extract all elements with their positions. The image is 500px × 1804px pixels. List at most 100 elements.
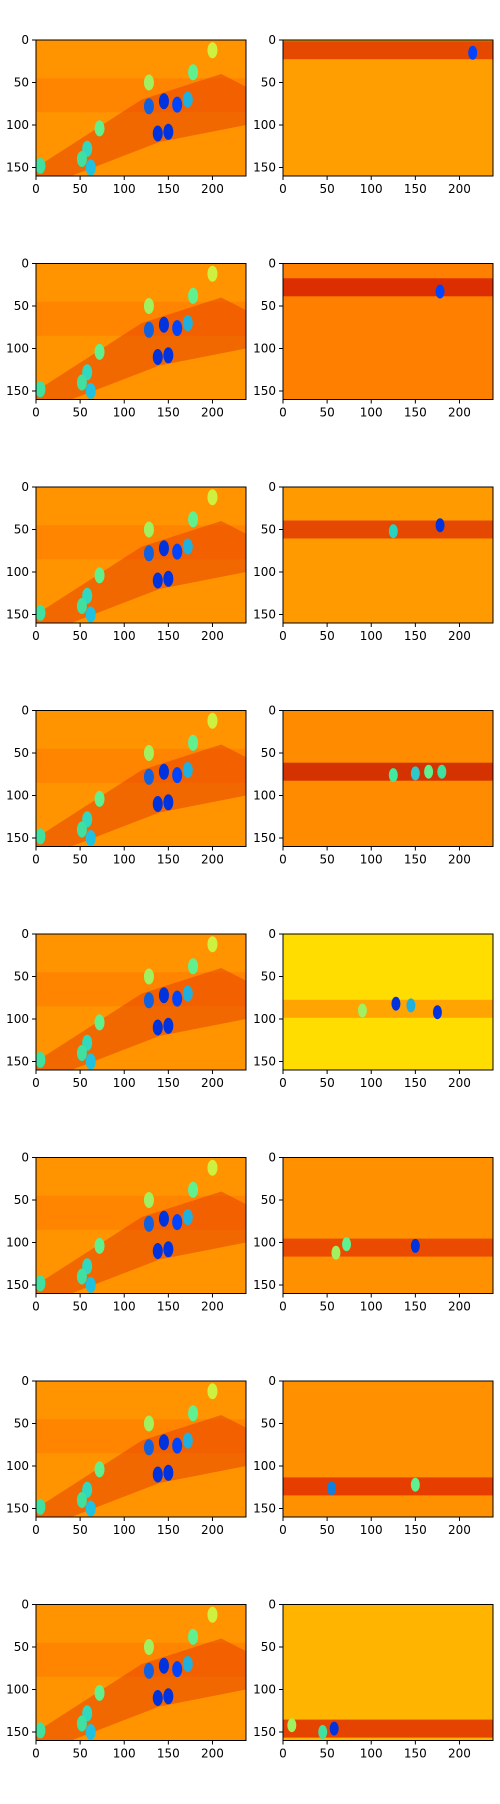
y-tick-label: 50 <box>14 299 29 313</box>
y-tick-label: 0 <box>268 1374 276 1388</box>
x-tick-label: 50 <box>319 182 334 196</box>
x-tick-label: 50 <box>72 1523 87 1537</box>
x-tick-label: 150 <box>404 1747 427 1761</box>
x-tick-label: 150 <box>157 182 180 196</box>
heatmap-blob <box>207 1383 217 1399</box>
x-tick-label: 50 <box>72 1747 87 1761</box>
heatmap-blob <box>86 830 96 846</box>
heatmap-band <box>283 1477 493 1495</box>
heatmap-blob <box>144 992 154 1008</box>
heatmap-blob <box>163 1241 173 1257</box>
heatmap-band <box>283 278 493 296</box>
x-tick-label: 100 <box>113 853 136 867</box>
x-tick-label: 100 <box>360 853 383 867</box>
x-tick-label: 100 <box>113 182 136 196</box>
y-tick-label: 100 <box>6 1236 29 1250</box>
heatmap-blob <box>172 1438 182 1454</box>
panel-r4-c2: 0 50 100 150 200 0 50 100 150 <box>253 704 493 867</box>
heatmap-blob <box>144 98 154 114</box>
heatmap-blob <box>207 936 217 952</box>
panel-r5-c2: 0 50 100 150 200050100150 <box>253 927 493 1090</box>
x-tick-label: 0 <box>279 182 287 196</box>
heatmap-blob <box>144 545 154 561</box>
x-tick-label: 100 <box>360 629 383 643</box>
y-tick-label: 0 <box>21 33 29 47</box>
heatmap-blob <box>163 1018 173 1034</box>
y-tick-label: 100 <box>253 342 276 356</box>
heatmap-band <box>283 41 493 59</box>
heatmap-blob <box>183 1209 193 1225</box>
y-tick-label: 50 <box>14 523 29 537</box>
y-tick-label: 0 <box>21 927 29 941</box>
heatmap-blob <box>159 317 169 333</box>
y-tick-label: 50 <box>261 76 276 90</box>
heatmap-blob <box>163 124 173 140</box>
x-tick-label: 200 <box>201 182 224 196</box>
heatmap-blob <box>188 1182 198 1198</box>
y-tick-label: 50 <box>261 970 276 984</box>
heatmap-blob <box>188 1629 198 1645</box>
x-tick-label: 200 <box>448 182 471 196</box>
x-tick-label: 150 <box>157 1747 180 1761</box>
x-tick-label: 100 <box>360 182 383 196</box>
x-tick-label: 50 <box>72 853 87 867</box>
x-tick-label: 0 <box>279 629 287 643</box>
x-tick-label: 50 <box>319 853 334 867</box>
y-tick-label: 150 <box>6 831 29 845</box>
x-tick-label: 150 <box>157 1300 180 1314</box>
heatmap-blob <box>86 160 96 176</box>
panel-r4-c1: 0 50 100 150 200050100150 <box>6 704 246 867</box>
heatmap-blob <box>144 769 154 785</box>
heatmap-blob <box>77 1716 87 1732</box>
y-tick-label: 150 <box>6 608 29 622</box>
heatmap-blob <box>188 64 198 80</box>
heatmap-blob <box>153 126 163 142</box>
heatmap-blob <box>183 986 193 1002</box>
heatmap-hotspot <box>327 1481 336 1495</box>
heatmap-hotspot <box>437 765 446 779</box>
heatmap-image <box>35 1605 246 1741</box>
x-tick-label: 200 <box>448 853 471 867</box>
heatmap-hotspot <box>391 997 400 1011</box>
heatmap-hotspot <box>411 766 420 780</box>
heatmap-image <box>283 1605 493 1741</box>
heatmap-blob <box>172 97 182 113</box>
y-tick-label: 150 <box>253 831 276 845</box>
heatmap-blob <box>183 1656 193 1672</box>
y-tick-label: 50 <box>261 746 276 760</box>
y-tick-label: 150 <box>6 161 29 175</box>
panel-r1-c1: 0 50 100 150 200050100150 <box>6 33 246 196</box>
heatmap-blob <box>95 791 105 807</box>
panel-r7-c1: 0 50 100 150 200050100150 <box>6 1374 246 1537</box>
heatmap-blob <box>188 511 198 527</box>
y-tick-label: 0 <box>268 704 276 718</box>
heatmap-hotspot <box>342 1237 351 1251</box>
x-tick-label: 100 <box>360 1076 383 1090</box>
heatmap-image <box>35 934 246 1070</box>
x-tick-label: 50 <box>319 629 334 643</box>
x-tick-label: 200 <box>201 1747 224 1761</box>
heatmap-image <box>283 711 493 847</box>
heatmap-blob <box>159 93 169 109</box>
y-tick-label: 100 <box>6 789 29 803</box>
heatmap-hotspot <box>330 1722 339 1736</box>
heatmap-blob <box>172 320 182 336</box>
y-tick-label: 50 <box>261 1193 276 1207</box>
heatmap-blob <box>163 571 173 587</box>
x-tick-label: 0 <box>32 853 40 867</box>
heatmap-blob <box>144 322 154 338</box>
y-tick-label: 100 <box>6 118 29 132</box>
x-tick-label: 100 <box>360 1523 383 1537</box>
x-tick-label: 50 <box>319 406 334 420</box>
x-tick-label: 150 <box>157 853 180 867</box>
heatmap-blob <box>172 767 182 783</box>
y-tick-label: 100 <box>253 789 276 803</box>
heatmap-blob <box>188 958 198 974</box>
x-tick-label: 100 <box>113 1076 136 1090</box>
x-tick-label: 0 <box>279 853 287 867</box>
y-tick-label: 100 <box>6 1012 29 1026</box>
y-tick-label: 50 <box>14 970 29 984</box>
x-tick-label: 150 <box>404 1300 427 1314</box>
heatmap-blob <box>153 1690 163 1706</box>
